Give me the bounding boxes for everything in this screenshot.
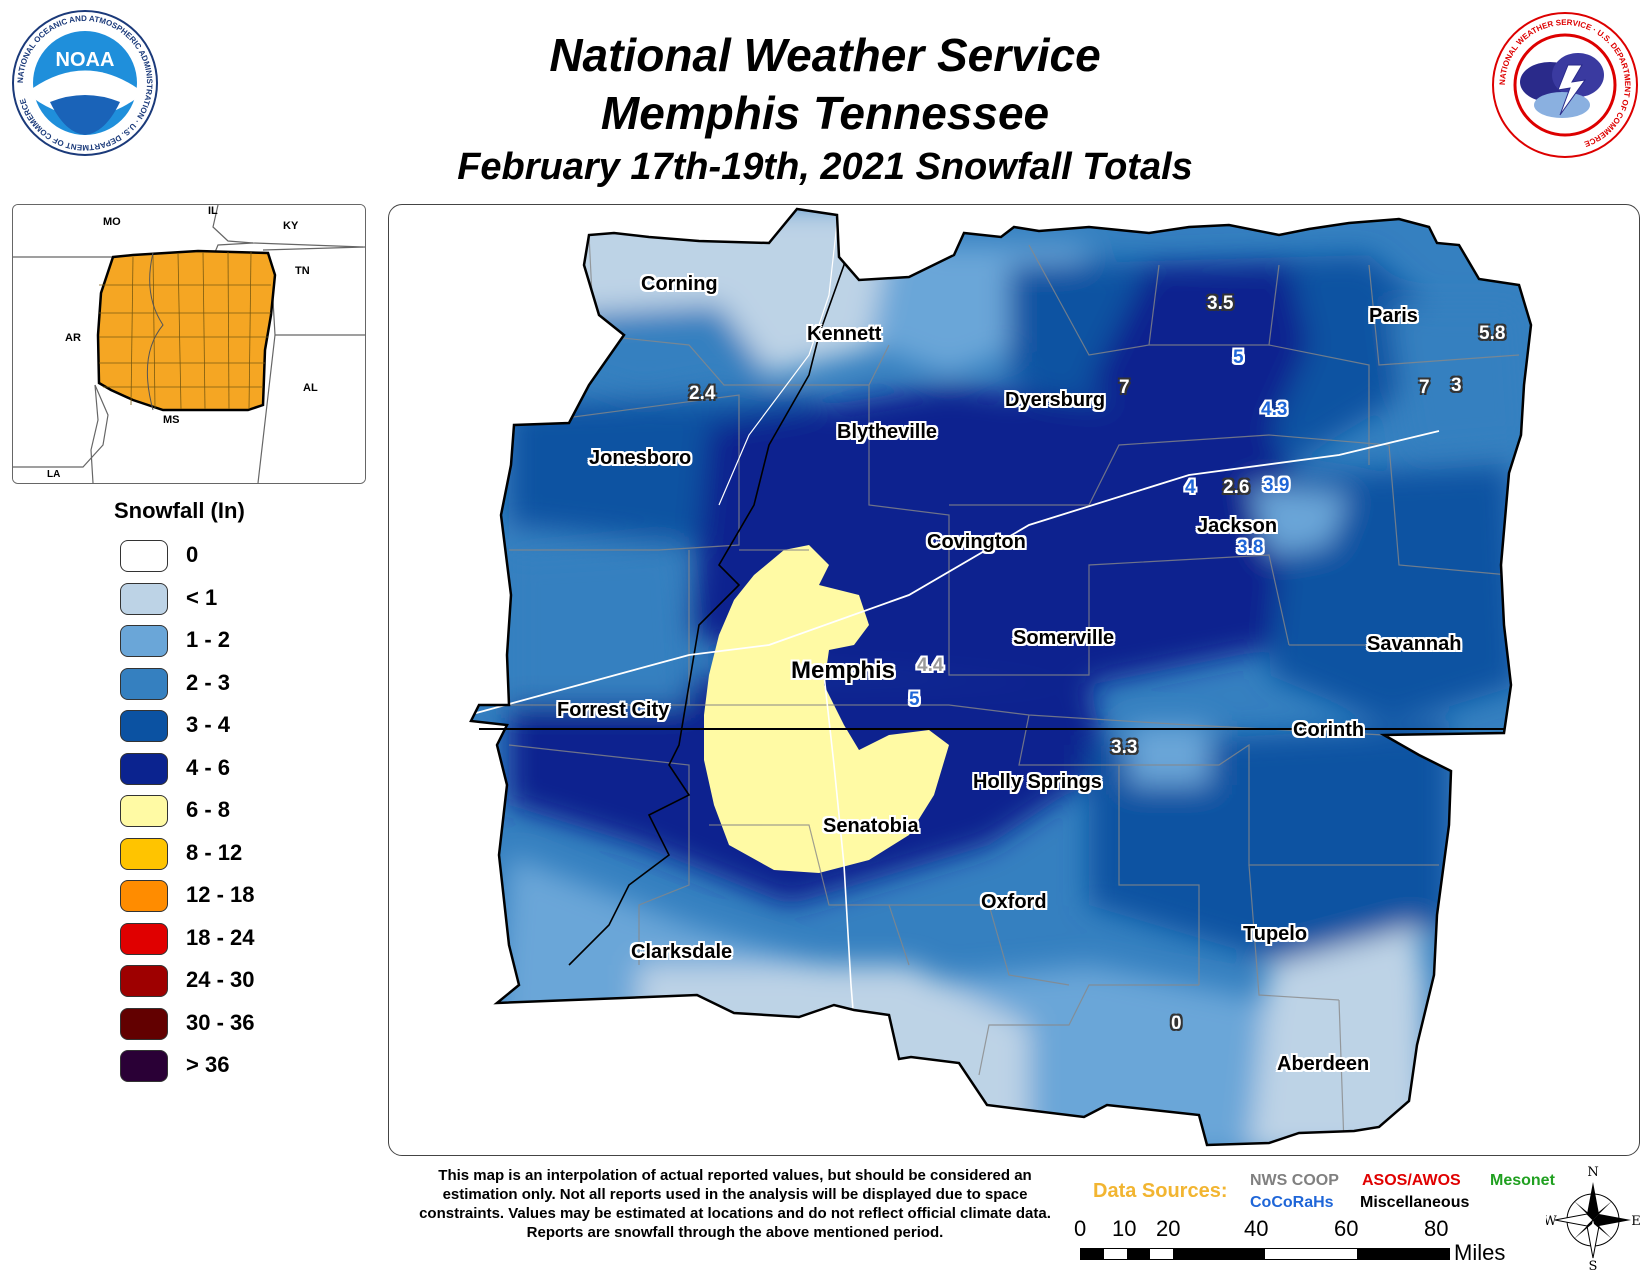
inset-locator-map: MO IL KY TN AR AL MS LA xyxy=(12,204,366,484)
city-label: Paris xyxy=(1369,305,1418,327)
legend-label: 30 - 36 xyxy=(186,1009,255,1035)
legend-label: 18 - 24 xyxy=(186,924,255,950)
city-label: Dyersburg xyxy=(1005,389,1106,411)
city-label: Memphis xyxy=(791,657,896,684)
source-asos-awos: ASOS/AWOS xyxy=(1362,1172,1461,1189)
scale-tick-label: 0 xyxy=(1074,1216,1087,1241)
legend-swatch xyxy=(120,540,168,572)
city-label: Jonesboro xyxy=(589,447,692,469)
snowfall-report: 7 xyxy=(1119,377,1130,398)
city-label: Holly Springs xyxy=(973,771,1102,793)
legend-label: > 36 xyxy=(186,1052,230,1077)
snowfall-report: 5.8 xyxy=(1479,323,1506,344)
city-label: Oxford xyxy=(981,891,1047,913)
snowfall-report: 4 xyxy=(1185,477,1196,498)
legend-label: < 1 xyxy=(186,584,218,610)
inset-label-ar: AR xyxy=(65,332,81,344)
scale-tick-label: 40 xyxy=(1244,1216,1269,1241)
scale-unit: Miles xyxy=(1454,1240,1506,1265)
inset-label-il: IL xyxy=(208,205,218,217)
snowfall-report: 5 xyxy=(909,689,920,710)
noaa-logo: NOAA NATIONAL OCEANIC AND ATMOSPHERIC AD… xyxy=(10,8,160,158)
city-label: Clarksdale xyxy=(631,941,733,963)
legend-swatch xyxy=(120,582,168,615)
snowfall-report: 4.4 xyxy=(917,655,944,676)
city-label: Aberdeen xyxy=(1277,1053,1370,1075)
scale-tick-label: 80 xyxy=(1424,1216,1449,1241)
inset-label-tn: TN xyxy=(295,265,310,277)
city-label: Tupelo xyxy=(1243,923,1308,945)
legend-label: 6 - 8 xyxy=(186,797,231,822)
title-line-3: February 17th-19th, 2021 Snowfall Totals xyxy=(457,146,1193,188)
legend-swatch xyxy=(120,880,168,912)
city-label: Blytheville xyxy=(837,421,938,443)
snowfall-report: 3.8 xyxy=(1237,537,1264,558)
legend-label: 3 - 4 xyxy=(186,712,231,737)
legend-label: 12 - 18 xyxy=(186,882,255,907)
snowfall-report: 2.4 xyxy=(689,383,716,404)
legend-swatch xyxy=(120,710,168,742)
source-cocorahs: CoCoRaHs xyxy=(1250,1194,1334,1211)
snowfall-report: 3.5 xyxy=(1207,293,1234,314)
legend-swatch xyxy=(120,795,168,827)
city-label: Jackson xyxy=(1197,515,1278,537)
legend-swatch xyxy=(120,965,168,997)
inset-label-ky: KY xyxy=(283,220,299,232)
snowfall-report: 7 xyxy=(1419,377,1430,398)
inset-label-al: AL xyxy=(303,382,318,394)
inset-label-ms: MS xyxy=(163,414,180,426)
compass-rose-icon: N S E W xyxy=(1543,1164,1640,1274)
legend-swatch xyxy=(120,625,168,657)
scale-tick-label: 10 xyxy=(1112,1216,1137,1241)
snowfall-report: 5 xyxy=(1233,347,1244,368)
legend-label: 1 - 2 xyxy=(186,627,231,652)
inset-label-mo: MO xyxy=(103,216,121,228)
city-label: Corinth xyxy=(1293,719,1365,741)
snowfall-report: 3.9 xyxy=(1263,475,1290,496)
title-line-2: Memphis Tennessee xyxy=(600,87,1050,139)
snowfall-map: Corning Kennett Dyersburg Paris Blytheville J… xyxy=(388,204,1640,1156)
inset-label-la: LA xyxy=(47,469,60,480)
legend-label: 0 xyxy=(186,542,199,567)
legend-swatch xyxy=(120,667,168,700)
nws-logo: NATIONAL WEATHER SERVICE · U.S. DEPARTME… xyxy=(1490,10,1640,160)
legend-title: Snowfall (In) xyxy=(114,498,245,523)
compass-n: N xyxy=(1587,1165,1598,1180)
legend-label: 2 - 3 xyxy=(186,669,231,695)
city-label: Kennett xyxy=(807,323,882,345)
city-label: Covington xyxy=(927,531,1026,553)
legend-swatch xyxy=(120,1007,168,1040)
scale-tick-label: 60 xyxy=(1334,1216,1359,1241)
snowfall-report: 4.3 xyxy=(1261,399,1288,420)
snowfall-report: 0 xyxy=(1171,1013,1182,1034)
scale-tick-label: 20 xyxy=(1156,1216,1181,1241)
data-sources-label: Data Sources: xyxy=(1093,1180,1228,1202)
snowfall-report: 2.6 xyxy=(1223,477,1250,498)
city-label: Corning xyxy=(641,273,718,295)
legend-swatch xyxy=(120,752,168,785)
disclaimer: This map is an interpolation of actual r… xyxy=(419,1167,1051,1241)
city-label: Senatobia xyxy=(823,815,919,837)
compass-e: E xyxy=(1631,1214,1640,1229)
snowfall-report: 3.3 xyxy=(1111,737,1138,758)
city-label: Forrest City xyxy=(557,699,670,721)
compass-s: S xyxy=(1589,1259,1598,1272)
city-label: Somerville xyxy=(1013,627,1115,649)
legend-label: 24 - 30 xyxy=(186,967,255,992)
city-label: Savannah xyxy=(1367,633,1462,655)
source-mesonet: Mesonet xyxy=(1490,1172,1555,1189)
source-misc: Miscellaneous xyxy=(1360,1194,1470,1211)
snowfall-report: 3 xyxy=(1451,375,1462,396)
legend-label: 8 - 12 xyxy=(186,839,243,865)
legend-label: 4 - 6 xyxy=(186,754,231,780)
scale-bar xyxy=(1080,1248,1450,1260)
legend-swatch xyxy=(120,837,168,870)
title-line-1: National Weather Service xyxy=(549,29,1101,81)
legend-swatch xyxy=(120,1050,168,1082)
legend-swatch xyxy=(120,922,168,955)
noaa-text: NOAA xyxy=(56,49,115,71)
compass-w: W xyxy=(1546,1214,1557,1229)
source-nws-coop: NWS COOP xyxy=(1250,1172,1339,1189)
